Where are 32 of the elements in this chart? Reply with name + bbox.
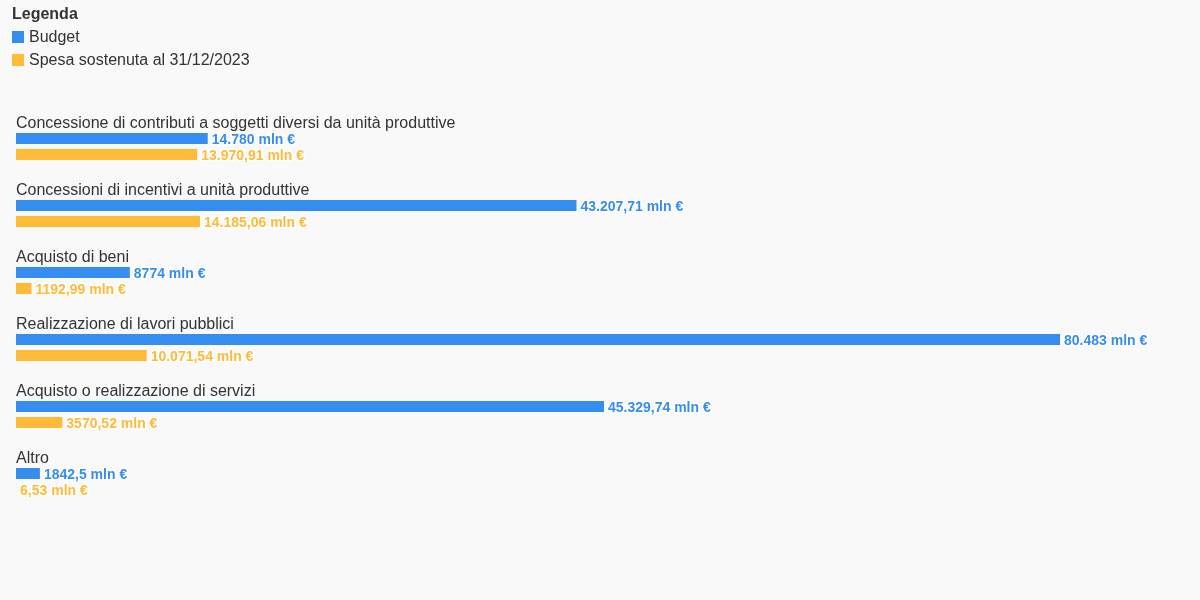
y-tick-label: Concessione di contributi a soggetti diversi da unità produttive — [16, 114, 456, 131]
data-label: 8774 mln € — [133, 264, 206, 281]
bar — [16, 417, 63, 428]
data-label: 1192,99 mln € — [35, 280, 126, 297]
legend-title: Legenda — [12, 5, 78, 22]
legend-label: Spesa sostenuta al 31/12/2023 — [29, 51, 250, 68]
data-label: 13.970,91 mln € — [201, 146, 305, 163]
bar — [16, 468, 40, 479]
bar — [16, 350, 147, 361]
bar — [16, 133, 208, 144]
y-tick-label: Altro — [16, 449, 49, 466]
data-label: 14.185,06 mln € — [204, 213, 307, 230]
y-tick-label: Acquisto o realizzazione di servizi — [16, 382, 256, 399]
y-tick-label: Realizzazione di lavori pubblici — [16, 315, 234, 332]
bar — [16, 401, 604, 412]
bar — [16, 149, 198, 160]
data-label: 14.780 mln € — [211, 130, 296, 147]
y-tick-label: Concessioni di incentivi a unità produttive — [16, 181, 310, 198]
data-label: 80.483 mln € — [1064, 331, 1148, 348]
bar — [16, 216, 200, 227]
y-tick-label: Acquisto di beni — [16, 248, 129, 265]
data-label: 43.207,71 mln € — [580, 197, 684, 214]
data-label: 3570,52 mln € — [66, 414, 158, 431]
bar — [16, 334, 1060, 345]
data-label: 10.071,54 mln € — [150, 347, 254, 364]
bar — [16, 283, 32, 294]
bar — [16, 267, 130, 278]
data-label: 1842,5 mln € — [43, 465, 128, 482]
data-label: 45.329,74 mln € — [608, 398, 711, 415]
legend-label: Budget — [29, 28, 81, 45]
bar — [16, 200, 577, 211]
data-label: 6,53 mln € — [20, 481, 88, 498]
